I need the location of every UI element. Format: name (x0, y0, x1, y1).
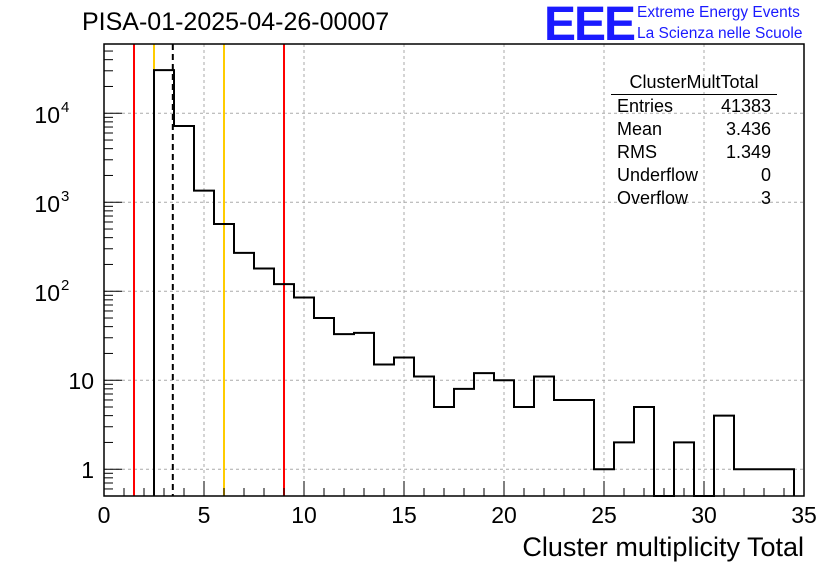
stats-value: 3 (760, 188, 771, 208)
stats-value: 1.349 (725, 142, 771, 162)
x-tick-label: 35 (791, 502, 817, 528)
stats-value: 41383 (720, 96, 771, 116)
marker-lines (133, 44, 285, 496)
x-tick-label: 20 (491, 502, 517, 528)
stats-row: Underflow 0 (611, 164, 777, 187)
y-tick-label: 10 (68, 368, 94, 394)
stats-row: Entries 41383 (611, 95, 777, 118)
stats-box: ClusterMultTotal Entries 41383 Mean 3.436 RM… (611, 70, 777, 210)
x-axis-label: Cluster multiplicity Total (522, 532, 804, 562)
y-tick-exponent: 2 (61, 277, 69, 294)
stats-row: Overflow 3 (611, 187, 777, 210)
x-tick-label: 0 (98, 502, 111, 528)
y-tick-label: 10 (34, 280, 60, 306)
stats-label: Overflow (617, 188, 689, 208)
stats-label: RMS (617, 142, 657, 162)
grid-lines (104, 44, 804, 496)
logo-line-1: Extreme Energy Events (637, 4, 800, 21)
stats-row: RMS 1.349 (611, 141, 777, 164)
stats-label: Underflow (617, 165, 699, 185)
x-tick-label: 10 (291, 502, 317, 528)
stats-value: 3.436 (725, 119, 771, 139)
histogram-outline (153, 69, 795, 497)
y-tick-exponent: 4 (61, 99, 69, 116)
y-tick-label: 10 (34, 102, 60, 128)
y-tick-exponent: 3 (61, 188, 69, 205)
plot-frame (103, 43, 805, 497)
histogram-bars (153, 69, 795, 497)
stats-box-title: ClusterMultTotal (611, 70, 777, 95)
stats-row: Mean 3.436 (611, 118, 777, 141)
x-tick-label: 30 (691, 502, 717, 528)
stats-value: 0 (760, 165, 771, 185)
stats-label: Mean (617, 119, 663, 139)
stats-label: Entries (617, 96, 674, 116)
chart-title: PISA-01-2025-04-26-00007 (82, 8, 390, 36)
x-axis-ticks: 0 5 10 15 20 25 30 35 (98, 481, 817, 528)
logo-line-2: La Scienza nelle Scuole (637, 25, 803, 42)
y-tick-label: 1 (81, 457, 94, 483)
x-tick-label: 25 (591, 502, 617, 528)
x-tick-label: 5 (198, 502, 211, 528)
x-tick-label: 15 (391, 502, 417, 528)
y-tick-label: 10 (34, 191, 60, 217)
eee-logo: EEE (544, 0, 636, 51)
